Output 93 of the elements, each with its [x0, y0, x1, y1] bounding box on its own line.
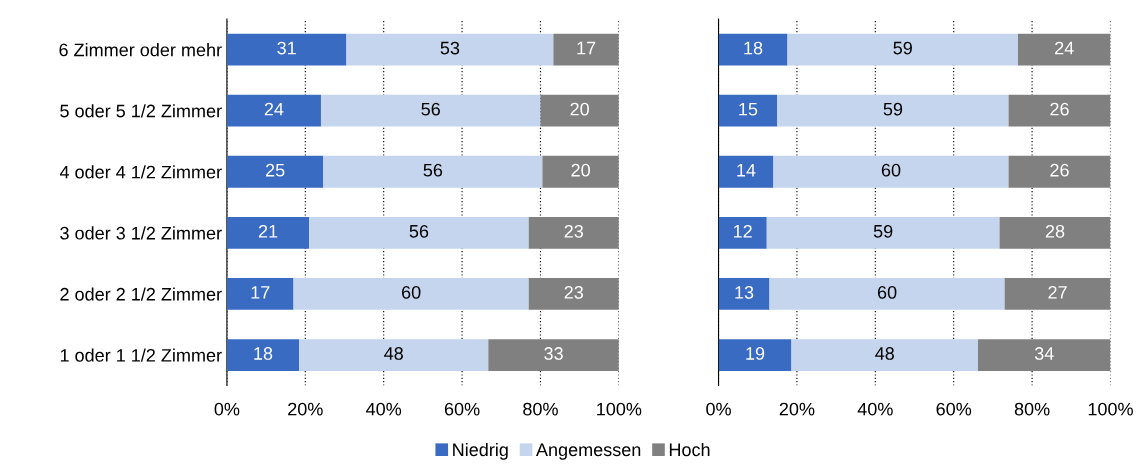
bar [226, 94, 321, 127]
x-tick-label: 20% [288, 402, 323, 416]
data-label: 56 [421, 102, 440, 116]
x-tick-label: 40% [857, 402, 893, 416]
data-label: 24 [264, 102, 284, 116]
data-label: 14 [737, 164, 756, 177]
bar [226, 339, 300, 371]
data-label: 27 [1048, 285, 1067, 299]
y-tick-label: 6 Zimmer oder mehr [59, 43, 222, 57]
y-tick-label: 4 oder 4 1/2 Zimmer [59, 165, 222, 179]
x-tick-label: 0% [706, 402, 731, 416]
data-label: 20 [571, 163, 590, 177]
data-label: 18 [254, 347, 273, 360]
data-label: 17 [251, 286, 270, 299]
data-label: 59 [893, 41, 912, 55]
bar [791, 339, 978, 371]
bar [978, 339, 1111, 371]
data-label: 34 [1034, 347, 1054, 360]
bar [718, 216, 767, 249]
legend-label: Hoch [669, 442, 710, 457]
data-label: 23 [564, 224, 584, 238]
bar [528, 278, 619, 310]
bar [488, 339, 619, 371]
data-label: 59 [873, 224, 893, 238]
x-tick-label: 80% [1014, 402, 1050, 416]
data-label: 26 [1050, 163, 1069, 177]
bar [293, 278, 529, 310]
bar [787, 33, 1018, 66]
bar [226, 33, 347, 66]
data-label: 48 [875, 347, 894, 360]
y-tick-label: 2 oder 2 1/2 Zimmer [60, 287, 222, 301]
bar [1017, 33, 1111, 66]
x-tick-label: 80% [523, 402, 558, 416]
x-tick-label: 0% [214, 402, 240, 416]
data-label: 13 [735, 285, 754, 299]
bar [718, 94, 778, 127]
data-label: 23 [564, 285, 584, 299]
data-label: 25 [265, 163, 285, 177]
bar [323, 155, 543, 188]
data-label: 24 [1055, 41, 1074, 55]
data-label: 17 [577, 41, 596, 55]
bar [773, 155, 1009, 188]
bar [1004, 278, 1111, 310]
data-label: 56 [409, 224, 429, 238]
data-label: 56 [423, 163, 443, 177]
bar [718, 339, 792, 371]
data-label: 15 [739, 102, 758, 116]
x-tick-label: 100% [1088, 402, 1133, 416]
bar [999, 216, 1111, 249]
bar [777, 94, 1009, 127]
data-label: 31 [277, 41, 296, 55]
data-label: 33 [544, 347, 563, 360]
data-label: 48 [384, 347, 403, 360]
data-label: 12 [733, 224, 752, 238]
bar [718, 33, 788, 66]
bar [540, 94, 619, 127]
y-tick-label: 1 oder 1 1/2 Zimmer [60, 348, 222, 362]
data-label: 60 [401, 285, 421, 299]
data-label: 28 [1045, 224, 1065, 238]
bar [226, 278, 294, 310]
bar [553, 33, 619, 66]
data-label: 60 [877, 285, 897, 299]
data-label: 20 [570, 102, 589, 116]
x-tick-label: 60% [936, 402, 972, 416]
bar [226, 216, 310, 249]
legend-label: Niedrig [453, 442, 508, 460]
bar [542, 155, 619, 188]
bar [320, 94, 541, 127]
bar [528, 216, 619, 249]
bar [1008, 94, 1111, 127]
x-tick-label: 100% [597, 402, 642, 416]
data-label: 26 [1050, 102, 1069, 116]
y-tick-label: 5 oder 5 1/2 Zimmer [60, 104, 222, 118]
data-label: 53 [440, 41, 460, 55]
legend-label: Angemessen [535, 443, 641, 460]
data-label: 59 [883, 102, 903, 116]
data-label: 21 [258, 224, 278, 238]
y-tick-label: 3 oder 3 1/2 Zimmer [60, 226, 222, 240]
bar [718, 155, 774, 188]
bar [226, 155, 324, 188]
data-label: 18 [744, 41, 763, 55]
bar [766, 216, 1000, 249]
data-label: 19 [746, 347, 765, 360]
bar [346, 33, 554, 66]
x-tick-label: 60% [444, 402, 480, 416]
data-label: 60 [881, 163, 901, 177]
bar [309, 216, 529, 249]
x-tick-label: 40% [366, 402, 402, 416]
bar [769, 278, 1005, 310]
bar [718, 278, 770, 310]
x-tick-label: 20% [779, 402, 815, 416]
bar [1008, 155, 1111, 188]
bar [299, 339, 489, 371]
